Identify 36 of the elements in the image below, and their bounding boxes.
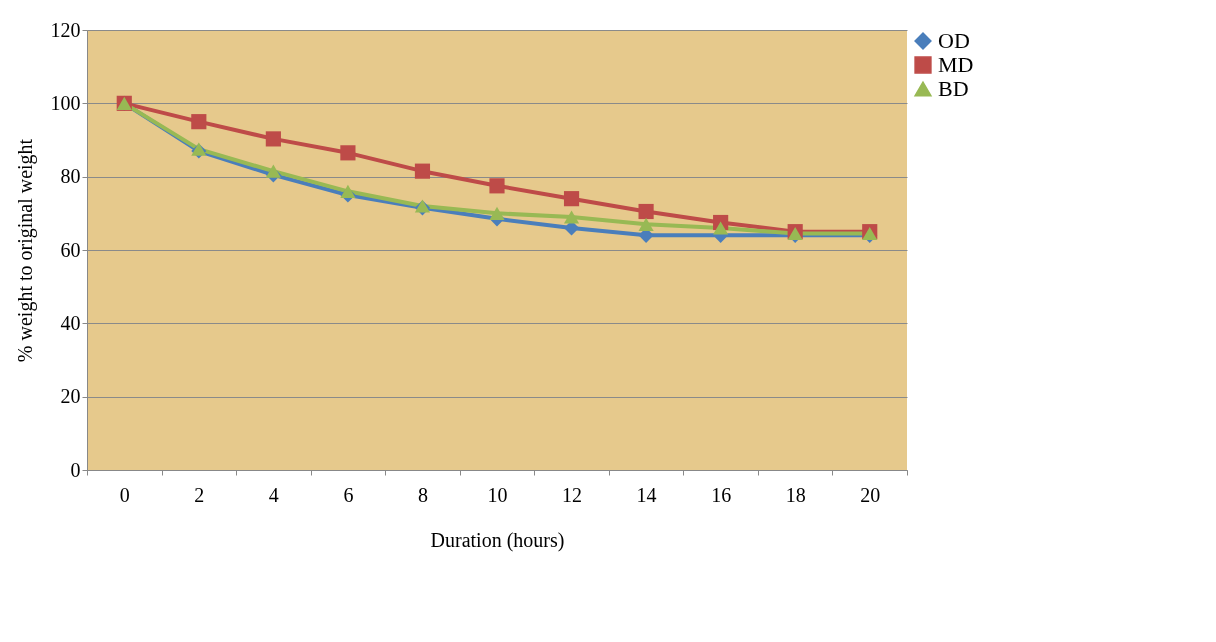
point	[638, 217, 654, 231]
x-tick-label: 6	[343, 483, 354, 506]
legend-label: OD	[938, 28, 970, 53]
legend-label: BD	[938, 76, 969, 101]
y-tick-label: 80	[60, 165, 81, 188]
x-tick-label: 20	[860, 483, 881, 506]
x-tick-label: 0	[119, 483, 130, 506]
point	[340, 145, 356, 161]
point	[563, 210, 580, 224]
point	[265, 131, 281, 147]
x-tick-label: 2	[194, 483, 205, 506]
y-tick-label: 60	[60, 238, 81, 261]
x-tick-label: 16	[711, 483, 732, 506]
point	[414, 163, 431, 179]
point	[265, 164, 281, 178]
point	[489, 206, 505, 220]
point	[340, 184, 356, 198]
legend-label: MD	[938, 52, 974, 77]
x-tick-label: 18	[785, 483, 806, 506]
y-tick-label: 20	[60, 385, 81, 408]
point	[713, 221, 729, 235]
x-tick-label: 8	[417, 483, 428, 506]
y-axis-title: % weight to original weight	[13, 138, 37, 363]
y-tick-label: 120	[50, 18, 81, 41]
x-tick-label: 10	[487, 483, 508, 506]
point	[191, 114, 207, 130]
x-axis-title: Duration (hours)	[430, 528, 565, 552]
y-tick-label: 0	[70, 458, 81, 481]
point	[489, 178, 505, 194]
y-tick-label: 40	[60, 311, 81, 334]
point	[638, 203, 654, 220]
x-tick-label: 4	[268, 483, 279, 506]
x-tick-label: 14	[636, 483, 657, 506]
x-tick-label: 12	[562, 483, 583, 506]
y-tick-label: 100	[50, 91, 81, 114]
point	[563, 191, 580, 207]
